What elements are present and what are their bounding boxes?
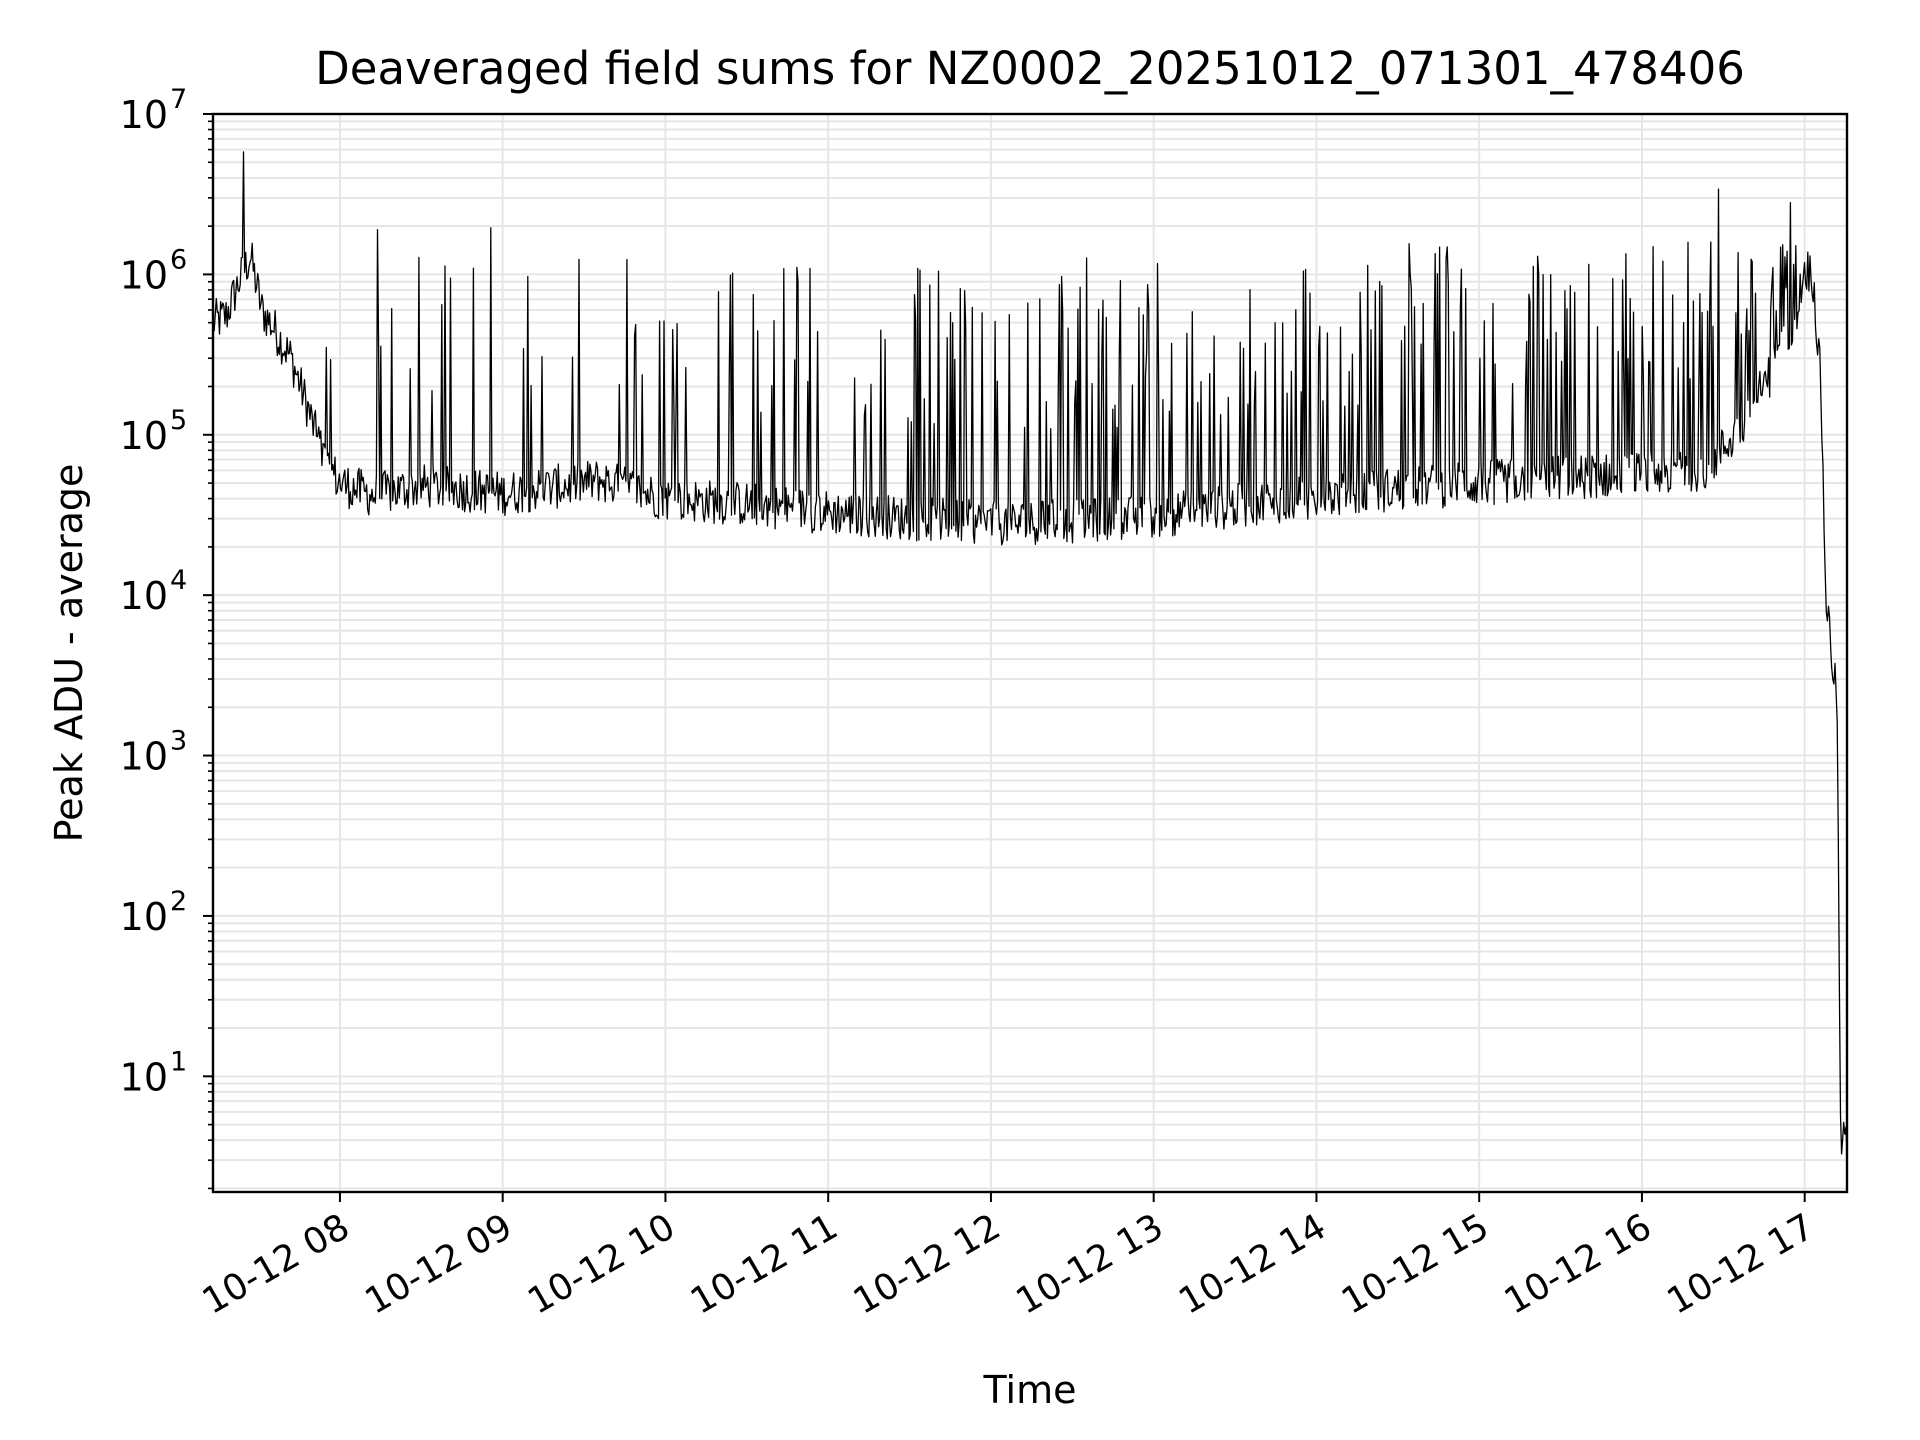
y-tick-label: 10	[120, 574, 168, 618]
plot-area	[212, 151, 1848, 1155]
y-axis-label: Peak ADU - average	[47, 464, 91, 843]
y-tick-label: 10	[120, 1055, 168, 1099]
y-tick-label: 10	[120, 735, 168, 779]
chart-title: Deaveraged field sums for NZ0002_2025101…	[315, 42, 1745, 95]
y-tick-label-exponent: 3	[170, 726, 187, 757]
y-tick-label-exponent: 2	[170, 886, 187, 917]
y-tick-label-exponent: 1	[170, 1046, 187, 1077]
x-axis-label: Time	[983, 1368, 1077, 1412]
y-tick-label-exponent: 5	[170, 405, 187, 436]
series-line	[212, 151, 1848, 1155]
grid	[213, 113, 1847, 1192]
y-tick-label-exponent: 7	[170, 84, 187, 115]
y-tick-label: 10	[120, 895, 168, 939]
y-tick-label: 10	[120, 93, 168, 137]
plot-frame	[211, 112, 1849, 1194]
y-tick-label-exponent: 4	[170, 565, 187, 596]
y-tick-label: 10	[120, 414, 168, 458]
y-tick-label-exponent: 6	[170, 244, 187, 275]
y-tick-label: 10	[120, 253, 168, 297]
